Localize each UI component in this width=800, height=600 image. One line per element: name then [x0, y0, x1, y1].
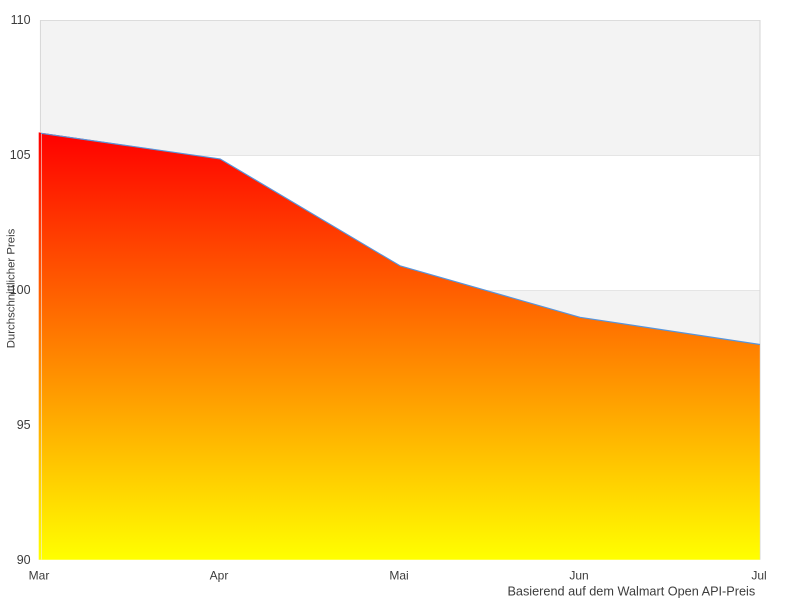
svg-text:Apr: Apr [210, 569, 229, 583]
svg-text:90: 90 [17, 553, 31, 567]
svg-text:100: 100 [10, 283, 31, 297]
svg-text:95: 95 [17, 418, 31, 432]
svg-text:Durchschnittlicher Preis: Durchschnittlicher Preis [5, 228, 17, 348]
svg-text:Mai: Mai [389, 569, 408, 583]
svg-text:Jun: Jun [569, 569, 588, 583]
svg-text:Jul: Jul [751, 569, 766, 583]
svg-text:110: 110 [11, 13, 31, 27]
svg-text:Basierend auf dem Walmart Open: Basierend auf dem Walmart Open API-Preis [507, 584, 755, 598]
svg-text:Mar: Mar [29, 569, 50, 583]
svg-text:105: 105 [10, 148, 31, 162]
